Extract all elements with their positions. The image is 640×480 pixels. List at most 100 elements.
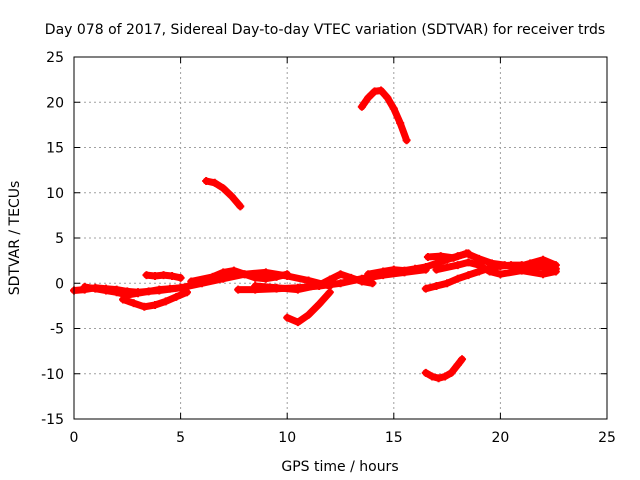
chart-title: Day 078 of 2017, Sidereal Day-to-day VTE…	[45, 22, 605, 38]
data-point	[142, 271, 151, 280]
data-point	[229, 266, 238, 275]
data-point	[421, 262, 430, 271]
data-point	[155, 286, 164, 295]
data-point	[539, 262, 548, 271]
data-point	[140, 302, 149, 311]
data-point	[458, 355, 467, 364]
data-point	[368, 279, 377, 288]
data-point	[517, 266, 526, 275]
data-point	[251, 281, 260, 290]
data-point	[283, 270, 292, 279]
data-point	[453, 360, 462, 369]
data-point	[396, 119, 405, 128]
data-point	[453, 261, 462, 270]
data-point	[112, 288, 121, 297]
data-point	[210, 178, 219, 187]
data-point	[432, 265, 441, 274]
data-point	[234, 285, 243, 294]
data-point	[159, 271, 168, 280]
x-tick-label: 20	[491, 430, 509, 446]
data-point	[208, 272, 217, 281]
data-point	[261, 274, 270, 283]
data-point	[447, 368, 456, 377]
y-tick-label: 20	[46, 95, 64, 111]
x-tick-label: 10	[278, 430, 296, 446]
y-tick-label: 15	[46, 141, 64, 157]
x-tick-label: 0	[70, 430, 79, 446]
data-point	[402, 136, 411, 145]
data-point	[485, 267, 494, 276]
data-point	[272, 272, 281, 281]
data-point	[91, 284, 100, 293]
data-point	[475, 261, 484, 270]
data-point	[500, 261, 509, 270]
data-point	[80, 282, 89, 291]
data-point	[436, 252, 445, 261]
x-tick-label: 25	[598, 430, 616, 446]
y-tick-label: 10	[46, 186, 64, 202]
data-point	[443, 279, 452, 288]
data-point	[539, 255, 548, 264]
data-traces	[70, 86, 560, 383]
data-point	[151, 300, 160, 309]
data-point	[389, 265, 398, 274]
data-point	[283, 313, 292, 322]
data-point	[168, 272, 177, 281]
x-axis-label: GPS time / hours	[281, 459, 398, 475]
data-point	[161, 297, 170, 306]
y-tick-label: -5	[50, 322, 64, 338]
data-point	[432, 281, 441, 290]
x-tick-label: 15	[385, 430, 403, 446]
data-point	[236, 202, 245, 211]
data-point	[251, 273, 260, 282]
y-tick-label: 0	[55, 276, 64, 292]
data-point	[119, 295, 128, 304]
data-point	[421, 284, 430, 293]
axis-ticks: 0 5 10 15 20 25 -15 -10 -5 0 5 10 15 20 25	[41, 50, 616, 446]
data-point	[411, 264, 420, 273]
data-point	[357, 102, 366, 111]
data-point	[304, 310, 313, 319]
y-tick-label: -10	[41, 367, 64, 383]
data-point	[453, 274, 462, 283]
data-point	[293, 318, 302, 327]
data-point	[389, 104, 398, 113]
data-point	[428, 372, 437, 381]
data-point	[487, 259, 496, 268]
y-axis-label: SDTVAR / TECUs	[7, 181, 23, 296]
data-point	[421, 368, 430, 377]
grid-lines	[74, 57, 607, 419]
y-tick-label: -15	[41, 412, 64, 428]
data-point	[187, 277, 196, 286]
data-point	[364, 270, 373, 279]
data-point	[423, 253, 432, 262]
data-point	[325, 288, 334, 297]
data-point	[526, 259, 535, 268]
data-point	[357, 277, 366, 286]
data-point	[400, 266, 409, 275]
series-arc-11	[358, 87, 411, 144]
data-point	[219, 184, 228, 193]
data-point	[219, 268, 228, 277]
data-point	[325, 275, 334, 284]
data-point	[151, 272, 160, 281]
y-tick-label: 5	[55, 231, 64, 247]
data-point	[440, 372, 449, 381]
data-point	[227, 192, 236, 201]
data-point	[202, 176, 211, 185]
data-point	[293, 285, 302, 294]
data-point	[129, 299, 138, 308]
data-point	[551, 267, 560, 276]
data-point	[379, 267, 388, 276]
data-point	[336, 270, 345, 279]
data-point	[272, 283, 281, 292]
series-arc-5	[134, 268, 334, 296]
data-point	[462, 249, 471, 258]
data-point	[364, 93, 373, 102]
data-point	[464, 271, 473, 280]
data-point	[449, 253, 458, 262]
data-point	[172, 292, 181, 301]
data-point	[176, 273, 185, 282]
data-point	[377, 86, 386, 95]
data-point	[347, 273, 356, 282]
